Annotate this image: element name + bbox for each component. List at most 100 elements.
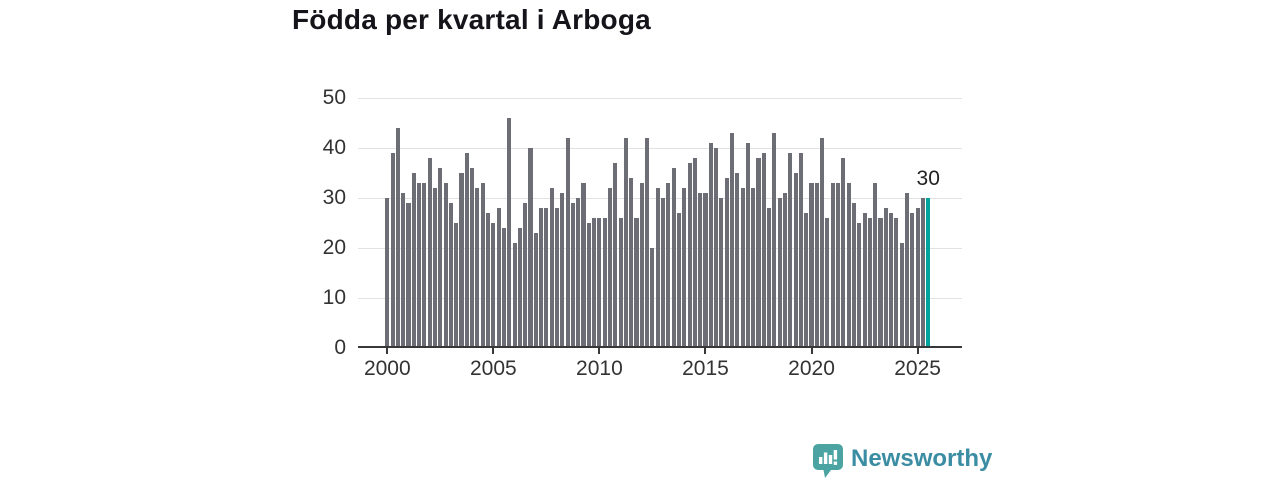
gridline bbox=[358, 98, 962, 99]
bar bbox=[883, 208, 888, 346]
bar bbox=[523, 203, 528, 346]
bar bbox=[804, 213, 809, 346]
x-axis-label: 2010 bbox=[576, 357, 623, 380]
bar bbox=[735, 173, 740, 346]
bar bbox=[401, 193, 406, 346]
bar bbox=[867, 218, 872, 346]
bar bbox=[836, 183, 841, 346]
bar bbox=[846, 183, 851, 346]
bar bbox=[714, 148, 719, 346]
bar bbox=[443, 183, 448, 346]
bar bbox=[788, 153, 793, 346]
bar bbox=[592, 218, 597, 346]
bar bbox=[491, 223, 496, 346]
bar bbox=[560, 193, 565, 346]
y-axis-label: 20 bbox=[322, 236, 346, 259]
bar bbox=[857, 223, 862, 346]
bar bbox=[629, 178, 634, 346]
bar bbox=[899, 243, 904, 346]
bar bbox=[851, 203, 856, 346]
bar bbox=[904, 193, 910, 346]
bar bbox=[920, 198, 925, 346]
bar bbox=[655, 188, 660, 346]
bar bbox=[602, 218, 607, 346]
x-axis-tick bbox=[492, 348, 495, 354]
bar bbox=[809, 183, 814, 346]
bar bbox=[671, 168, 676, 346]
bar bbox=[623, 138, 628, 346]
bar bbox=[533, 233, 538, 346]
bar bbox=[650, 248, 655, 346]
bar bbox=[639, 183, 644, 346]
bar bbox=[613, 163, 618, 346]
bar bbox=[841, 158, 846, 346]
bar bbox=[581, 183, 586, 346]
x-axis-label: 2000 bbox=[363, 357, 411, 380]
bar bbox=[798, 153, 803, 346]
bar bbox=[618, 218, 623, 346]
bar bbox=[645, 138, 650, 346]
bar bbox=[422, 183, 427, 346]
bar bbox=[570, 203, 575, 346]
y-axis-label: 30 bbox=[322, 186, 346, 209]
bar bbox=[878, 218, 883, 346]
bar bbox=[417, 183, 422, 346]
bar bbox=[862, 213, 867, 346]
bar bbox=[554, 208, 560, 346]
x-axis-tick bbox=[598, 348, 601, 354]
bar bbox=[873, 183, 878, 346]
bar bbox=[496, 208, 501, 346]
bar bbox=[427, 158, 432, 346]
bar bbox=[565, 138, 570, 346]
bar bbox=[464, 153, 469, 346]
bar bbox=[772, 133, 777, 346]
bar bbox=[820, 138, 825, 346]
bar bbox=[687, 163, 692, 346]
bar bbox=[528, 148, 533, 346]
last-value-label: 30 bbox=[916, 167, 940, 190]
gridline bbox=[358, 148, 962, 149]
y-axis-label: 50 bbox=[322, 86, 346, 109]
x-axis-line bbox=[358, 346, 962, 348]
x-axis-label: 2005 bbox=[470, 357, 517, 380]
bar bbox=[666, 183, 671, 346]
y-axis-label: 40 bbox=[322, 136, 346, 159]
bar bbox=[486, 213, 491, 346]
bar bbox=[915, 208, 920, 346]
gridline bbox=[358, 248, 962, 249]
y-axis-label: 0 bbox=[334, 336, 346, 359]
bar bbox=[576, 198, 581, 346]
x-axis-tick bbox=[704, 348, 707, 354]
bar bbox=[459, 173, 464, 346]
newsworthy-logo[interactable]: Newsworthy bbox=[812, 443, 1032, 478]
x-axis-tick bbox=[810, 348, 813, 354]
gridline bbox=[358, 298, 962, 299]
bar bbox=[729, 133, 735, 346]
bar bbox=[597, 218, 602, 346]
x-axis-tick bbox=[916, 348, 919, 354]
x-axis-label: 2020 bbox=[788, 357, 835, 380]
bar bbox=[740, 188, 745, 346]
bar bbox=[767, 208, 772, 346]
gridline bbox=[358, 198, 962, 199]
bar bbox=[676, 213, 681, 346]
bar bbox=[756, 158, 761, 346]
x-axis-label: 2025 bbox=[894, 357, 941, 380]
bar bbox=[475, 188, 480, 346]
chart-title: Födda per kvartal i Arboga bbox=[292, 4, 651, 35]
y-axis-label: 10 bbox=[322, 286, 346, 309]
bar bbox=[814, 183, 819, 346]
bar bbox=[751, 188, 756, 346]
bar bbox=[480, 183, 485, 346]
bar bbox=[894, 218, 899, 346]
bar bbox=[390, 153, 395, 346]
bar bbox=[544, 208, 549, 346]
bar bbox=[607, 188, 613, 346]
bar bbox=[454, 223, 459, 346]
bar bbox=[910, 213, 915, 346]
bar bbox=[432, 188, 438, 346]
x-axis-label: 2015 bbox=[682, 357, 729, 380]
bar-highlighted bbox=[926, 198, 931, 346]
bar bbox=[830, 183, 835, 346]
